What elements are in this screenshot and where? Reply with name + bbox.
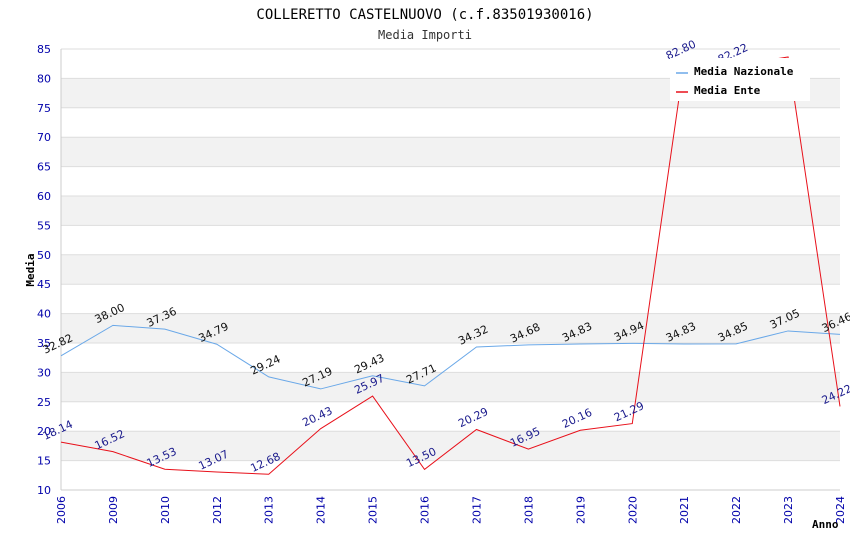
y-tick-label: 45 xyxy=(37,278,51,291)
x-tick-label: 2010 xyxy=(159,496,172,524)
data-label-ente: 21.29 xyxy=(612,399,646,424)
y-tick-label: 60 xyxy=(37,190,51,203)
legend-label-nazionale: Media Nazionale xyxy=(694,65,794,78)
x-tick-label: 2012 xyxy=(211,496,224,524)
series-line-nazionale xyxy=(60,324,841,390)
x-axis-label: Anno xyxy=(812,518,839,531)
x-tick-label: 2018 xyxy=(522,496,535,524)
y-tick-label: 85 xyxy=(37,43,51,56)
x-tick-label: 2021 xyxy=(678,496,691,524)
data-label-nazionale: 32.82 xyxy=(41,331,75,356)
y-tick-label: 30 xyxy=(37,366,51,379)
grid-band xyxy=(61,372,840,402)
y-tick-label: 70 xyxy=(37,131,51,144)
legend: Media Nazionale Media Ente xyxy=(670,58,810,101)
grid-band xyxy=(61,254,840,285)
y-tick-label: 25 xyxy=(37,396,51,409)
x-tick-label: 2024 xyxy=(834,496,847,524)
y-tick-label: 35 xyxy=(37,337,51,350)
x-tick-label: 2013 xyxy=(263,496,276,524)
x-tick-label: 2015 xyxy=(367,496,380,524)
grid-band xyxy=(61,137,840,167)
x-tick-label: 2020 xyxy=(626,496,639,524)
x-tick-label: 2016 xyxy=(419,496,432,524)
chart-subtitle: Media Importi xyxy=(378,28,472,42)
x-axis-ticks: 2006 2009 2010 2012 2013 2014 2015 2016 2017 2018… xyxy=(55,496,847,524)
x-tick-label: 2023 xyxy=(782,496,795,524)
x-tick-label: 2019 xyxy=(574,496,587,524)
y-tick-label: 20 xyxy=(37,425,51,438)
x-tick-label: 2006 xyxy=(55,496,68,524)
y-tick-label: 80 xyxy=(37,72,51,85)
legend-box xyxy=(670,58,810,101)
chart-title: COLLERETTO CASTELNUOVO (c.f.83501930016) xyxy=(256,7,593,23)
x-tick-label: 2014 xyxy=(315,496,328,524)
data-label-ente: 20.29 xyxy=(456,405,490,430)
data-label-ente: 20.16 xyxy=(560,406,594,431)
y-axis-ticks: 10 15 20 25 30 35 40 45 50 55 60 65 70 75 80 85 xyxy=(37,43,51,497)
legend-label-ente: Media Ente xyxy=(694,84,761,97)
y-tick-label: 65 xyxy=(37,161,51,174)
y-tick-label: 55 xyxy=(37,219,51,232)
grid-band xyxy=(61,196,840,226)
x-tick-label: 2022 xyxy=(730,496,743,524)
grid-band xyxy=(61,431,840,461)
data-label-ente: 20.43 xyxy=(300,404,334,429)
y-tick-label: 75 xyxy=(37,102,51,115)
y-tick-label: 50 xyxy=(37,249,51,262)
y-tick-label: 10 xyxy=(37,484,51,497)
y-axis-label: Media xyxy=(24,253,37,286)
y-tick-label: 40 xyxy=(37,308,51,321)
x-tick-label: 2009 xyxy=(107,496,120,524)
y-tick-label: 15 xyxy=(37,455,51,468)
grid-band xyxy=(61,313,840,343)
x-tick-label: 2017 xyxy=(470,496,483,524)
grid-bands xyxy=(60,48,840,491)
